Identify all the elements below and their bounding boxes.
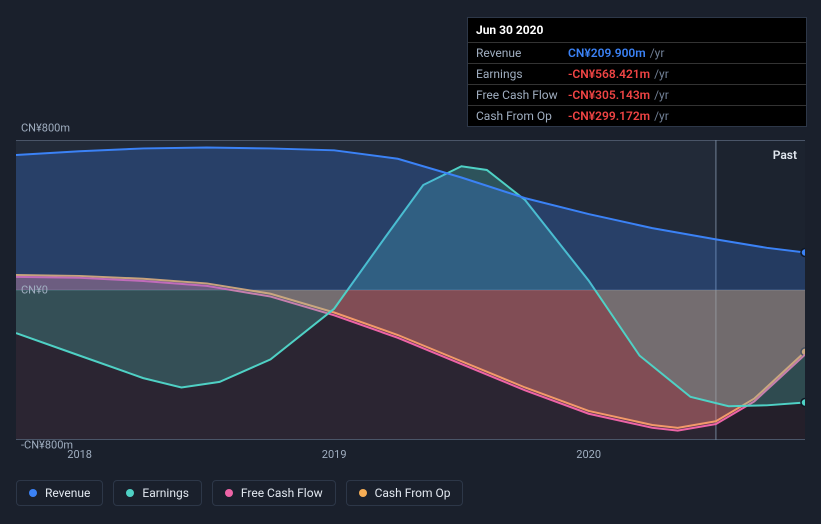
legend-label: Earnings bbox=[142, 486, 189, 500]
series-end-dot-revenue bbox=[801, 249, 805, 257]
tooltip-row-label: Earnings bbox=[476, 67, 568, 81]
legend-item-free-cash-flow[interactable]: Free Cash Flow bbox=[212, 480, 336, 506]
x-tick-label: 2019 bbox=[322, 448, 347, 461]
legend-label: Revenue bbox=[45, 486, 90, 500]
tooltip-row-label: Revenue bbox=[476, 46, 568, 60]
legend-item-revenue[interactable]: Revenue bbox=[16, 480, 103, 506]
legend-item-cash-from-op[interactable]: Cash From Op bbox=[346, 480, 464, 506]
legend-dot-icon bbox=[359, 489, 367, 497]
y-tick-label: CN¥0 bbox=[21, 284, 48, 297]
x-tick-label: 2020 bbox=[576, 448, 601, 461]
legend-label: Cash From Op bbox=[375, 486, 451, 500]
tooltip-row-unit: /yr bbox=[654, 109, 669, 123]
legend-dot-icon bbox=[29, 489, 37, 497]
y-tick-label: -CN¥800m bbox=[21, 439, 73, 452]
tooltip-row: Free Cash Flow-CN¥305.143m/yr bbox=[468, 85, 806, 106]
tooltip-row: Cash From Op-CN¥299.172m/yr bbox=[468, 106, 806, 126]
tooltip-row-value: -CN¥299.172m bbox=[568, 109, 650, 123]
tooltip-row: RevenueCN¥209.900m/yr bbox=[468, 43, 806, 64]
past-label: Past bbox=[773, 148, 797, 162]
tooltip-row-value: -CN¥568.421m bbox=[568, 67, 650, 81]
tooltip-row-label: Cash From Op bbox=[476, 109, 568, 123]
tooltip-row-unit: /yr bbox=[654, 67, 669, 81]
tooltip-row-value: -CN¥305.143m bbox=[568, 88, 650, 102]
financial-chart-panel: { "tooltip": { "title": "Jun 30 2020", "… bbox=[0, 0, 821, 524]
tooltip-row-value: CN¥209.900m bbox=[568, 46, 646, 60]
tooltip-row-unit: /yr bbox=[654, 88, 669, 102]
y-tick-label: CN¥800m bbox=[21, 122, 70, 135]
series-end-dot-earnings bbox=[801, 399, 805, 407]
tooltip-row: Earnings-CN¥568.421m/yr bbox=[468, 64, 806, 85]
legend-label: Free Cash Flow bbox=[241, 486, 323, 500]
chart-svg bbox=[16, 140, 805, 440]
chart-area[interactable]: Past CN¥800mCN¥0-CN¥800m 201820192020 bbox=[16, 140, 805, 440]
legend-dot-icon bbox=[126, 489, 134, 497]
x-tick-label: 2018 bbox=[67, 448, 92, 461]
tooltip-row-unit: /yr bbox=[650, 46, 665, 60]
legend-dot-icon bbox=[225, 489, 233, 497]
chart-legend: Revenue Earnings Free Cash Flow Cash From O… bbox=[16, 480, 463, 506]
tooltip-date: Jun 30 2020 bbox=[468, 18, 806, 43]
legend-item-earnings[interactable]: Earnings bbox=[113, 480, 202, 506]
chart-tooltip: Jun 30 2020 RevenueCN¥209.900m/yrEarning… bbox=[467, 17, 807, 127]
tooltip-row-label: Free Cash Flow bbox=[476, 88, 568, 102]
